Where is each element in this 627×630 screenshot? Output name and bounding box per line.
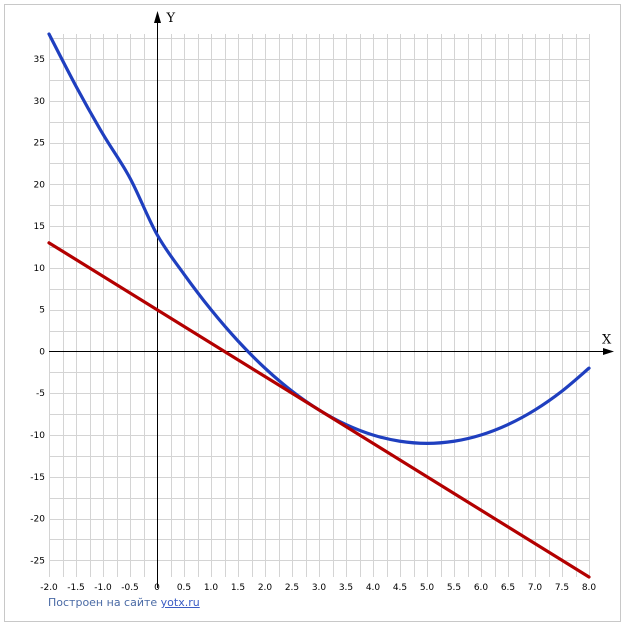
y-tick-label: 35 bbox=[34, 55, 45, 65]
x-tick-label: 6.0 bbox=[474, 583, 489, 593]
y-tick-label: -5 bbox=[36, 389, 45, 399]
x-tick-label: 8.0 bbox=[582, 583, 597, 593]
y-tick-label: -10 bbox=[30, 431, 45, 441]
x-tick-label: 2.0 bbox=[258, 583, 273, 593]
x-tick-label: 3.5 bbox=[339, 583, 353, 593]
y-axis-label: Y bbox=[166, 11, 176, 26]
x-tick-label: 5.0 bbox=[420, 583, 435, 593]
grid-lines bbox=[49, 34, 590, 577]
x-tick-label: 0 bbox=[154, 583, 160, 593]
x-axis-arrow-icon bbox=[603, 348, 614, 355]
tick-labels: -2.0 -1.5 -1.0 -0.5 0 0.5 1.0 1.5 2.0 2.5 3.0 3.5 4.… bbox=[30, 55, 596, 593]
x-tick-label: 3.0 bbox=[312, 583, 327, 593]
x-tick-label: 6.5 bbox=[501, 583, 515, 593]
footer-text: Построен на сайте bbox=[48, 596, 158, 609]
x-tick-label: 0.5 bbox=[177, 583, 191, 593]
y-tick-label: 25 bbox=[34, 139, 45, 149]
y-tick-label: 10 bbox=[34, 264, 46, 274]
y-tick-label: -20 bbox=[30, 515, 45, 525]
x-tick-label: 4.0 bbox=[366, 583, 381, 593]
footer-link[interactable]: yotx.ru bbox=[160, 596, 200, 609]
axes: XY bbox=[49, 11, 614, 588]
x-tick-label: 7.0 bbox=[528, 583, 543, 593]
y-axis-arrow-icon bbox=[154, 11, 161, 23]
x-tick-label: 5.5 bbox=[447, 583, 461, 593]
x-tick-label: 1.0 bbox=[204, 583, 219, 593]
x-tick-label: -1.5 bbox=[67, 583, 85, 593]
y-tick-label: 0 bbox=[39, 347, 45, 357]
x-tick-label: 7.5 bbox=[555, 583, 569, 593]
series-lines bbox=[47, 32, 591, 579]
tangent-series-line bbox=[47, 241, 591, 579]
y-tick-label: 15 bbox=[34, 222, 45, 232]
y-tick-label: -15 bbox=[30, 473, 45, 483]
x-tick-label: 2.5 bbox=[285, 583, 299, 593]
x-tick-label: -2.0 bbox=[40, 583, 58, 593]
y-tick-label: 5 bbox=[39, 306, 45, 316]
x-tick-label: -0.5 bbox=[121, 583, 139, 593]
x-axis-label: X bbox=[602, 333, 612, 348]
x-tick-label: 4.5 bbox=[393, 583, 407, 593]
footer-credit: Построен на сайте yotx.ru bbox=[48, 596, 200, 609]
x-tick-label: -1.0 bbox=[94, 583, 112, 593]
y-tick-label: 20 bbox=[34, 180, 46, 190]
y-tick-label: -25 bbox=[30, 556, 45, 566]
y-tick-label: 30 bbox=[34, 97, 46, 107]
x-tick-label: 1.5 bbox=[231, 583, 245, 593]
